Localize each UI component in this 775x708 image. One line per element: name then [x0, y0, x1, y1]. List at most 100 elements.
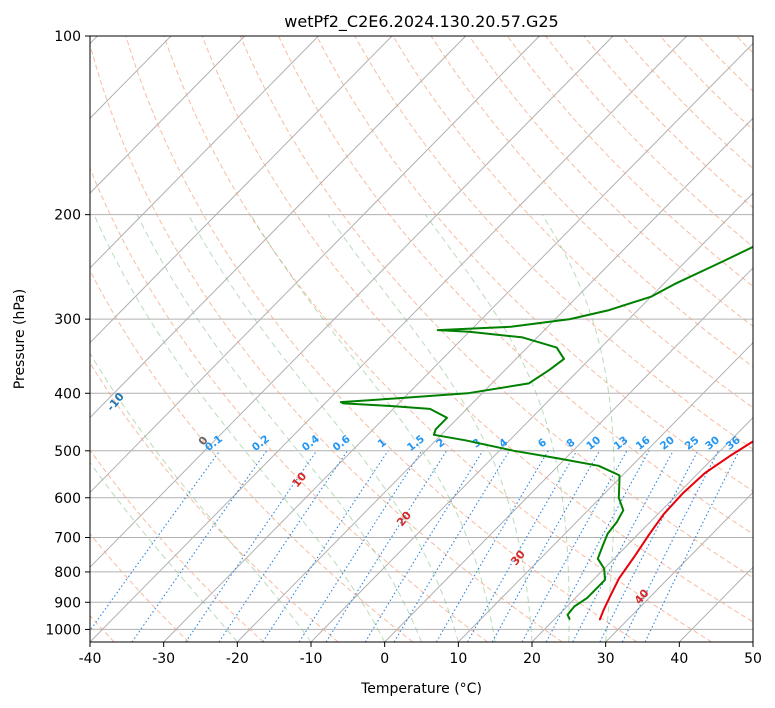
mixing-ratio-line [90, 450, 221, 632]
chart-title: wetPf2_C2E6.2024.130.20.57.G25 [284, 12, 558, 32]
x-tick-label: -10 [300, 651, 323, 667]
isotherm-line [90, 36, 688, 642]
mixing-ratio-line [435, 450, 549, 642]
mixing-ratio-line [545, 450, 650, 642]
moist-adiabat-line [187, 214, 459, 642]
isotherm-line [163, 42, 753, 642]
y-tick-label: 900 [54, 595, 81, 611]
dry-adiabat-line [354, 36, 753, 450]
dry-adiabat-line [90, 361, 339, 642]
y-axis-ticks: 100 200 300 400 500 600 700 800 900 1000 [45, 29, 90, 638]
mixing-ratio-line [364, 450, 484, 642]
x-tick-label: 20 [523, 651, 541, 667]
dry-adiabat-line [90, 166, 488, 642]
isotherm-line [90, 36, 540, 494]
isotherm-line [752, 641, 753, 642]
dry-adiabat-line [506, 36, 753, 287]
x-tick-label: 0 [380, 651, 389, 667]
mixing-ratio-line [218, 450, 348, 642]
y-tick-label: 1000 [45, 622, 81, 638]
dry-adiabat-line [430, 36, 753, 368]
mixing-ratio-line [298, 450, 423, 642]
moist-adiabat-line [541, 214, 615, 642]
mixing-ratio-line [467, 450, 578, 642]
dry-adiabat-line [545, 36, 753, 248]
dry-adiabat-line [90, 42, 563, 642]
mixing-ratio-label: 16 [634, 434, 653, 452]
moist-adiabat-line [327, 214, 533, 642]
x-tick-label: -20 [226, 651, 249, 667]
x-tick-label: 50 [744, 651, 762, 667]
dry-adiabat-label: 40 [632, 586, 652, 606]
isotherm-line [90, 36, 467, 419]
dry-adiabat-line [163, 36, 712, 642]
isotherm-line [384, 267, 753, 642]
mixing-ratio-line [621, 450, 719, 642]
dry-adiabat-line [316, 36, 753, 492]
dewpoint-line [339, 245, 753, 620]
dry-adiabat-line [125, 36, 638, 642]
y-axis-label: Pressure (hPa) [12, 289, 28, 389]
x-tick-label: 40 [670, 651, 688, 667]
y-tick-label: 200 [54, 208, 81, 224]
background-lines [90, 36, 753, 642]
isotherm-line [90, 36, 319, 269]
mixing-ratio-label: 1 [376, 436, 389, 450]
plot-frame [89, 35, 754, 643]
moist-adiabat-line [93, 214, 386, 642]
dry-adiabat-line [659, 36, 753, 131]
mixing-ratio-label: 13 [612, 434, 631, 452]
dry-adiabat-line [468, 36, 753, 327]
mixing-ratio-line [491, 450, 600, 642]
moist-adiabat-line [136, 214, 422, 642]
isotherm-line [457, 341, 753, 642]
mixing-ratio-line [185, 450, 318, 642]
moist-adiabat-line [90, 352, 312, 642]
isotherm-line [236, 117, 753, 642]
mixing-ratio-line [521, 450, 628, 642]
mixing-ratio-line [393, 450, 510, 642]
x-tick-label: 30 [597, 651, 615, 667]
dry-adiabat-line [736, 36, 753, 54]
y-tick-label: 300 [54, 312, 81, 328]
dry-adiabat-line [392, 36, 753, 409]
isotherm-line [90, 36, 246, 194]
dry-adiabat-label: 20 [394, 509, 414, 529]
profile-series [339, 245, 753, 621]
x-tick-label: 10 [449, 651, 467, 667]
mixing-ratio-line [644, 450, 740, 642]
mixing-ratio-line [325, 450, 448, 642]
moist-adiabat-line [90, 461, 238, 642]
mixing-ratio-line [572, 450, 674, 642]
y-tick-label: 400 [54, 386, 81, 402]
dry-adiabat-line [697, 36, 753, 92]
mixing-ratio-label: 25 [683, 434, 702, 452]
dry-adiabat-line [239, 36, 753, 579]
mixing-ratio-line [131, 450, 268, 642]
mixing-ratio-label: 2 [434, 436, 447, 450]
moist-adiabat-line [250, 214, 496, 642]
mixing-ratio-label: 6 [536, 436, 549, 450]
dry-adiabat-line [90, 449, 264, 642]
y-tick-label: 500 [54, 444, 81, 460]
x-axis-label: Temperature (°C) [360, 681, 482, 697]
dry-adiabat-line [90, 532, 190, 642]
x-tick-label: -30 [152, 651, 175, 667]
isotherm-line [310, 192, 753, 642]
moist-adiabat-line [424, 214, 570, 642]
temperature-line [598, 440, 753, 621]
mixing-ratio-label: 30 [703, 434, 722, 452]
y-tick-label: 600 [54, 491, 81, 507]
dry-adiabat-line [201, 36, 753, 623]
isotherm-line [605, 491, 753, 642]
isotherm-line [90, 36, 393, 344]
dry-adiabat-line [583, 36, 753, 209]
x-tick-label: -40 [79, 651, 102, 667]
dry-adiabat-line [278, 36, 753, 535]
y-tick-label: 700 [54, 531, 81, 547]
isotherm-line [531, 416, 753, 642]
isotherm-line [678, 566, 753, 642]
y-tick-label: 100 [54, 29, 81, 45]
isotherm-line [90, 36, 614, 568]
